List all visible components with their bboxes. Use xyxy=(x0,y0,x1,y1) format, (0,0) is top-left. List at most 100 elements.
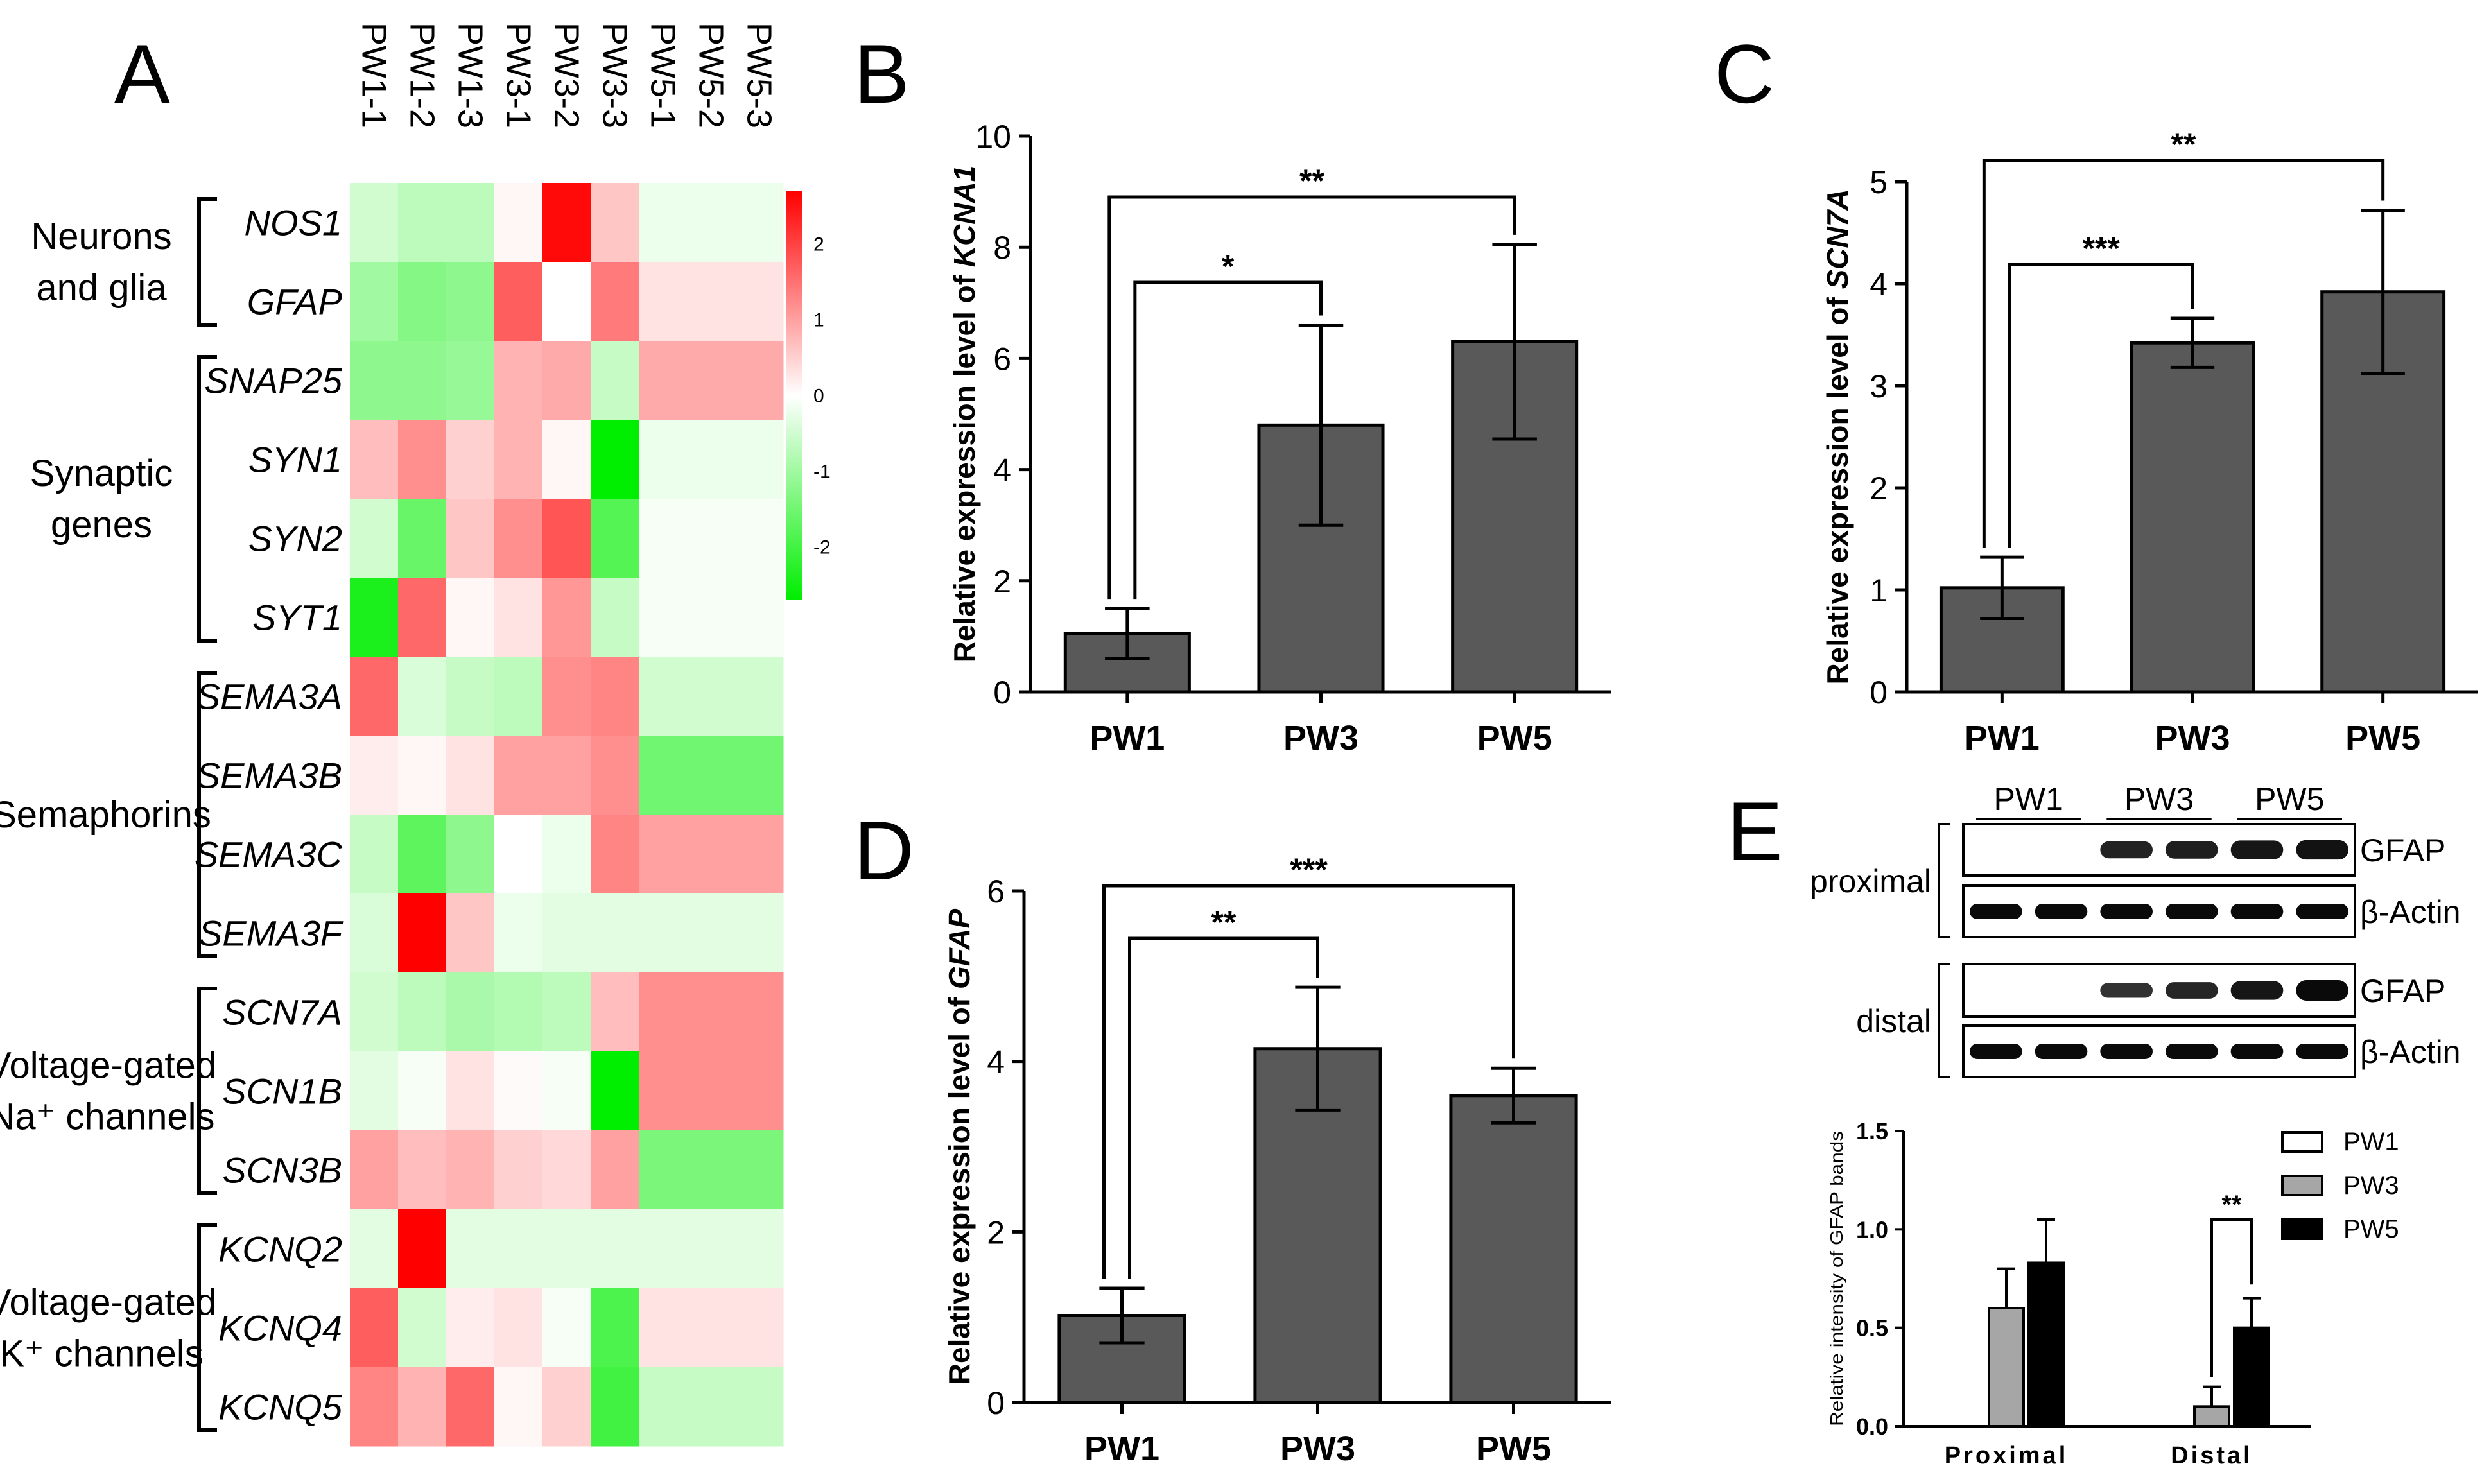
heatmap-cell-sema3b-pw5-2 xyxy=(687,736,736,815)
heatmap-cell-gfap-pw3-3 xyxy=(591,262,639,341)
legend-swatch-pw5 xyxy=(2281,1218,2323,1240)
blot-band-distal-actin-3 xyxy=(2166,1044,2218,1059)
y-axis-label: Relative expression level of SCN7A xyxy=(1821,189,1854,684)
blot-band-distal-actin-5 xyxy=(2296,1044,2348,1059)
heatmap-cell-scn3b-pw1-2 xyxy=(398,1130,447,1210)
heatmap-gene-label-syn2: SYN2 xyxy=(248,519,342,559)
heatmap-cell-kcnq2-pw3-3 xyxy=(591,1209,639,1289)
heatmap-cell-kcnq4-pw1-2 xyxy=(398,1288,447,1368)
legend-swatch-pw1 xyxy=(2281,1131,2323,1153)
y-tick-label-4: 4 xyxy=(987,1044,1005,1080)
y-tick-label-8: 8 xyxy=(993,230,1011,266)
heatmap-cell-snap25-pw3-1 xyxy=(494,341,543,420)
blot-strip-proximal-0 xyxy=(1962,823,2356,877)
heatmap-cell-syn2-pw5-2 xyxy=(687,499,736,578)
heatmap-cell-scn1b-pw1-1 xyxy=(350,1051,399,1131)
heatmap-cell-sema3a-pw5-1 xyxy=(639,657,688,736)
y-axis-label: Relative expression level of GFAP xyxy=(942,908,976,1385)
group-bracket-3 xyxy=(197,987,217,1195)
x-tick-label-pw1: PW1 xyxy=(1089,719,1165,757)
y-tick-label-0: 0 xyxy=(1870,675,1888,711)
heatmap-cell-sema3f-pw5-3 xyxy=(735,893,784,973)
heatmap-cell-sema3c-pw3-1 xyxy=(494,815,543,894)
heatmap-cell-syn1-pw3-2 xyxy=(542,420,591,499)
blot-strip-proximal-1 xyxy=(1962,884,2356,938)
blot-band-distal-gfap-5 xyxy=(2296,980,2348,1001)
heatmap-cell-scn3b-pw1-1 xyxy=(350,1130,399,1210)
heatmap-cell-snap25-pw3-2 xyxy=(542,341,591,420)
panel-letter-c: C xyxy=(1714,27,1775,121)
significance-bracket-1 xyxy=(1107,195,1516,600)
heatmap-sample-label-pw5-1: PW5-1 xyxy=(644,22,682,128)
heatmap-cell-kcnq5-pw1-2 xyxy=(398,1367,447,1447)
heatmap-cell-syn1-pw3-1 xyxy=(494,420,543,499)
error-bar-distal-pw5 xyxy=(2243,1297,2261,1328)
heatmap-cell-snap25-pw1-2 xyxy=(398,341,447,420)
heatmap-cell-scn7a-pw1-2 xyxy=(398,972,447,1052)
heatmap-cell-scn1b-pw3-3 xyxy=(591,1051,639,1131)
heatmap-cell-gfap-pw5-2 xyxy=(687,262,736,341)
heatmap-cell-kcnq5-pw3-3 xyxy=(591,1367,639,1447)
significance-label-e-0: ** xyxy=(2221,1191,2242,1219)
heatmap-gene-label-nos1: NOS1 xyxy=(245,203,343,243)
heatmap-cell-sema3c-pw3-2 xyxy=(542,815,591,894)
group-label-2-0: Semaphorins xyxy=(0,794,211,836)
bar-pw3 xyxy=(2130,341,2255,694)
heatmap-cell-sema3f-pw3-1 xyxy=(494,893,543,973)
significance-bracket-1 xyxy=(1102,884,1515,1279)
heatmap-gene-label-kcnq2: KCNQ2 xyxy=(218,1229,342,1270)
y-tick-label-10: 10 xyxy=(975,119,1011,155)
heatmap-cell-scn7a-pw3-3 xyxy=(591,972,639,1052)
heatmap-cell-scn7a-pw3-2 xyxy=(542,972,591,1052)
heatmap-cell-syn1-pw5-1 xyxy=(639,420,688,499)
group-bracket-1 xyxy=(197,355,217,643)
panel-letter-a: A xyxy=(114,27,170,121)
heatmap-cell-snap25-pw1-1 xyxy=(350,341,399,420)
heatmap-cell-syn1-pw1-1 xyxy=(350,420,399,499)
heatmap-gene-label-sema3c: SEMA3C xyxy=(195,834,343,875)
bar-distal-pw3 xyxy=(2193,1405,2230,1428)
heatmap-cell-nos1-pw3-1 xyxy=(494,183,543,263)
heatmap-cell-scn3b-pw1-3 xyxy=(446,1130,495,1210)
heatmap-cell-kcnq2-pw3-2 xyxy=(542,1209,591,1289)
significance-label-0: * xyxy=(1222,248,1235,284)
blot-band-distal-gfap-2 xyxy=(2100,983,2153,998)
heatmap-sample-label-pw3-2: PW3-2 xyxy=(548,22,586,128)
heatmap-cell-kcnq4-pw3-2 xyxy=(542,1288,591,1368)
y-tick-label-6: 6 xyxy=(987,874,1005,910)
heatmap-cell-sema3a-pw1-3 xyxy=(446,657,495,736)
heatmap-cell-kcnq5-pw5-2 xyxy=(687,1367,736,1447)
heatmap-cell-kcnq5-pw1-1 xyxy=(350,1367,399,1447)
blot-band-proximal-gfap-2 xyxy=(2100,841,2153,859)
heatmap-gene-label-syt1: SYT1 xyxy=(252,598,342,638)
heatmap-cell-gfap-pw3-1 xyxy=(494,262,543,341)
heatmap-cell-kcnq4-pw5-1 xyxy=(639,1288,688,1368)
heatmap-cell-syt1-pw5-2 xyxy=(687,578,736,657)
significance-label-0: *** xyxy=(2082,230,2120,266)
heatmap-cell-gfap-pw1-3 xyxy=(446,262,495,341)
x-tick-label-pw1: PW1 xyxy=(1084,1429,1159,1468)
heatmap-cell-snap25-pw5-1 xyxy=(639,341,688,420)
significance-label-1: ** xyxy=(2171,126,2196,162)
heatmap-cell-scn1b-pw3-1 xyxy=(494,1051,543,1131)
heatmap-cell-sema3a-pw3-1 xyxy=(494,657,543,736)
y-axis-label: Relative expression level of KCNA1 xyxy=(948,166,981,663)
significance-bracket-1 xyxy=(1982,159,2385,548)
blot-side-bracket-0 xyxy=(1938,823,1950,938)
heatmap-cell-scn3b-pw5-3 xyxy=(735,1130,784,1210)
heatmap-cell-sema3b-pw1-2 xyxy=(398,736,447,815)
group-bracket-0 xyxy=(197,197,217,327)
heatmap-cell-scn7a-pw1-1 xyxy=(350,972,399,1052)
heatmap-cell-scn7a-pw3-1 xyxy=(494,972,543,1052)
heatmap-cell-sema3b-pw3-3 xyxy=(591,736,639,815)
heatmap-sample-label-pw1-3: PW1-3 xyxy=(451,22,490,128)
heatmap-cell-gfap-pw1-1 xyxy=(350,262,399,341)
colorbar-tick-0: 0 xyxy=(813,386,824,407)
panel-letter-d: D xyxy=(854,804,914,897)
heatmap-cell-scn7a-pw5-3 xyxy=(735,972,784,1052)
error-bar-pw1 xyxy=(1099,1286,1145,1345)
heatmap-sample-label-pw1-1: PW1-1 xyxy=(355,22,394,128)
blot-band-distal-actin-0 xyxy=(1970,1044,2022,1059)
heatmap-panel: PW1-1 PW1-2 PW1-3 PW3-1 PW3-2 PW3-3 PW5-1 PW5-2… xyxy=(0,22,831,1447)
